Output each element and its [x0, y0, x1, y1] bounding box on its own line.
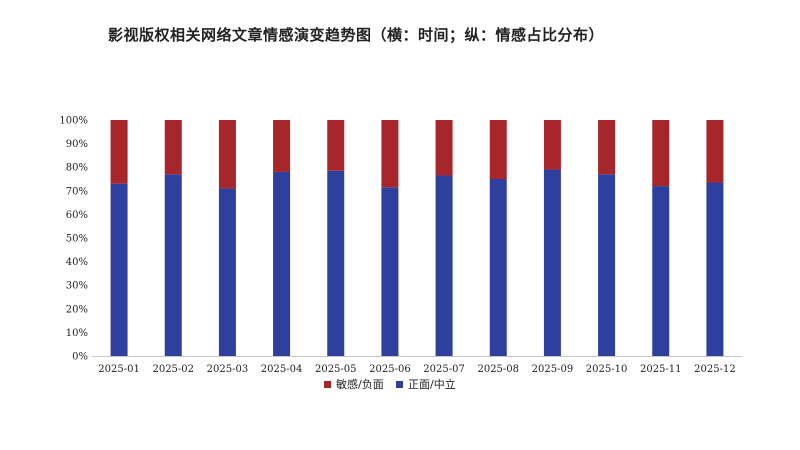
bars-group — [110, 120, 724, 356]
bar-segment — [110, 120, 128, 184]
x-axis: 2025-01 2025-02 2025-03 2025-04 2025-05 2025-… — [98, 364, 735, 375]
legend: 敏感/负面 正面/中立 — [324, 377, 456, 391]
bar-segment — [598, 120, 616, 175]
bar-segment — [110, 183, 128, 356]
x-tick-label: 2025-11 — [640, 364, 682, 375]
x-tick-label: 2025-10 — [586, 364, 628, 375]
y-axis: 0% 10% 20% 30% 40% 50% 60% 70% 80% 90% 100% — [59, 116, 742, 363]
x-tick-label: 2025-03 — [207, 364, 249, 375]
x-tick-label: 2025-06 — [369, 364, 411, 375]
bar-segment — [218, 188, 236, 356]
bar-segment — [489, 179, 507, 356]
bar-segment — [543, 169, 561, 356]
y-tick-label: 70% — [66, 186, 88, 197]
x-tick-label: 2025-07 — [423, 364, 465, 375]
x-tick-label: 2025-02 — [152, 364, 194, 375]
bar-segment — [435, 120, 453, 176]
x-tick-label: 2025-08 — [477, 364, 519, 375]
bar-segment — [652, 120, 670, 187]
legend-label: 正面/中立 — [408, 377, 456, 391]
y-tick-label: 50% — [66, 234, 88, 245]
bar-segment — [218, 120, 236, 189]
legend-label: 敏感/负面 — [336, 377, 384, 391]
y-tick-label: 20% — [66, 304, 88, 315]
y-tick-label: 0% — [72, 352, 88, 363]
y-tick-label: 90% — [66, 139, 88, 150]
y-tick-label: 60% — [66, 210, 88, 221]
x-tick-label: 2025-05 — [315, 364, 357, 375]
bar-segment — [327, 170, 345, 356]
bar-segment — [652, 186, 670, 356]
y-tick-label: 100% — [59, 116, 88, 127]
bar-segment — [435, 175, 453, 356]
y-tick-label: 10% — [66, 328, 88, 339]
x-tick-label: 2025-09 — [532, 364, 574, 375]
bar-segment — [327, 120, 345, 171]
x-tick-label: 2025-01 — [98, 364, 140, 375]
chart-title: 影视版权相关网络文章情感演变趋势图（横：时间；纵：情感占比分布） — [108, 26, 605, 44]
bar-segment — [543, 120, 561, 170]
bar-segment — [381, 120, 399, 188]
x-tick-label: 2025-04 — [261, 364, 303, 375]
y-tick-label: 30% — [66, 281, 88, 292]
y-tick-label: 80% — [66, 163, 88, 174]
bar-segment — [598, 174, 616, 356]
y-tick-label: 40% — [66, 257, 88, 268]
bar-segment — [164, 120, 182, 175]
x-tick-label: 2025-12 — [694, 364, 736, 375]
bar-segment — [489, 120, 507, 179]
legend-swatch — [324, 381, 331, 388]
legend-swatch — [396, 381, 403, 388]
bar-segment — [706, 120, 724, 183]
bar-segment — [381, 187, 399, 356]
bar-segment — [273, 120, 291, 172]
bar-segment — [273, 171, 291, 356]
bar-segment — [706, 182, 724, 356]
bar-segment — [164, 174, 182, 356]
